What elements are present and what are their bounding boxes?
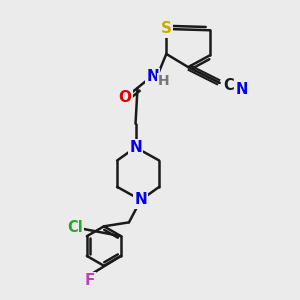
Text: N: N: [235, 82, 248, 97]
Text: O: O: [118, 90, 131, 105]
Text: H: H: [158, 74, 170, 88]
Text: N: N: [146, 69, 159, 84]
Text: C: C: [223, 78, 233, 93]
Text: N: N: [134, 193, 147, 208]
Text: N: N: [129, 140, 142, 155]
Text: F: F: [84, 273, 95, 288]
Text: S: S: [161, 21, 172, 36]
Text: Cl: Cl: [67, 220, 83, 235]
